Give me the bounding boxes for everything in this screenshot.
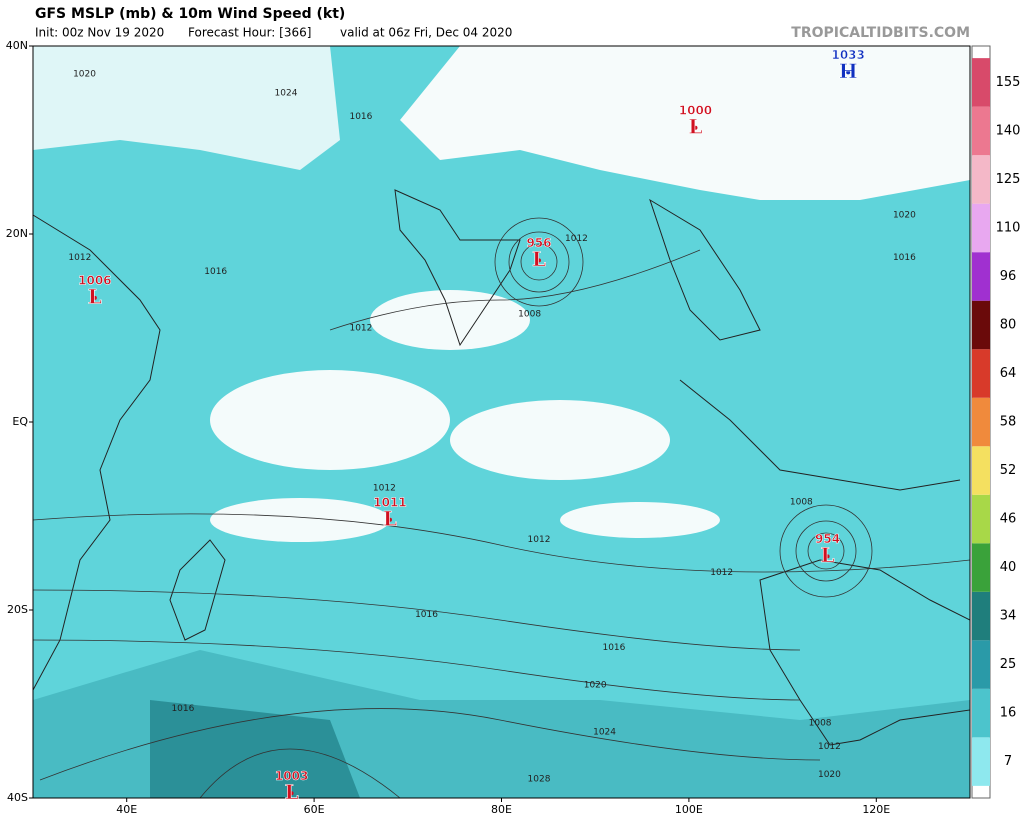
isobar-label: 1024 (593, 728, 616, 738)
title: GFS MSLP (mb) & 10m Wind Speed (kt) (35, 6, 345, 22)
colorbar-label: 16 (1000, 706, 1017, 721)
isobar-label: 1016 (349, 112, 372, 122)
colorbar-segment (972, 640, 990, 689)
pressure-center (693, 125, 698, 130)
isobar-label: 1016 (204, 267, 227, 277)
pressure-center (92, 295, 97, 300)
pressure-center (536, 258, 541, 263)
lon-label: 120E (862, 803, 890, 816)
colorbar-label: 155 (996, 75, 1021, 90)
isobar-label: 1008 (809, 718, 832, 728)
colorbar-label: 25 (1000, 657, 1017, 672)
colorbar-segment (972, 155, 990, 204)
source: TROPICALTIDBITS.COM (791, 25, 970, 41)
isobar-label: 1012 (565, 234, 588, 244)
lat-label: 20N (6, 227, 28, 240)
center-pressure: 1006 (78, 273, 111, 287)
colorbar-segment (972, 737, 990, 786)
center-pressure: 954 (815, 532, 840, 546)
isobar-label: 1020 (73, 70, 96, 80)
isobar-label: 1008 (518, 309, 541, 319)
colorbar-label: 7 (1004, 754, 1012, 769)
colorbar-segment (972, 106, 990, 156)
map-background (33, 46, 980, 798)
center-letter: L (821, 543, 835, 567)
colorbar-segment (972, 688, 990, 738)
colorbar-label: 46 (1000, 512, 1017, 527)
lat-label: 40S (7, 791, 28, 804)
center-pressure: 1011 (373, 495, 406, 509)
colorbar-label: 64 (1000, 366, 1017, 381)
lon-label: 60E (304, 803, 325, 816)
isobar-label: 1012 (68, 253, 91, 263)
forecast-hour: Forecast Hour: [366] (188, 26, 311, 40)
isobar-label: 1016 (602, 643, 625, 653)
colorbar-segment (972, 203, 990, 253)
isobar-label: 1020 (584, 681, 607, 691)
colorbar-segment (972, 446, 990, 495)
isobar-label: 1016 (415, 610, 438, 620)
lon-label: 80E (491, 803, 512, 816)
center-pressure: 1003 (275, 769, 308, 783)
isobar-label: 1016 (171, 704, 194, 714)
colorbar-segment (972, 397, 990, 447)
lat-label: 40N (6, 39, 28, 52)
colorbar-segment (972, 543, 990, 592)
colorbar-segment (972, 494, 990, 544)
colorbar-label: 52 (1000, 463, 1017, 478)
isobar-label: 1012 (818, 742, 841, 752)
colorbar-label: 125 (996, 172, 1021, 187)
center-pressure: 1033 (831, 48, 864, 62)
center-letter: L (285, 780, 299, 804)
center-pressure: 956 (526, 236, 551, 250)
lat-label: 20S (7, 603, 28, 616)
center-letter: L (532, 247, 546, 271)
center-letter: L (688, 114, 702, 138)
colorbar-segment (972, 300, 990, 350)
isobar-label: 1020 (893, 211, 916, 221)
colorbar-label: 110 (996, 220, 1021, 235)
colorbar-label: 58 (1000, 415, 1017, 430)
pressure-center (825, 554, 830, 559)
pressure-center (846, 70, 851, 75)
init: Init: 00z Nov 19 2020 (35, 26, 164, 40)
center-letter: L (88, 284, 102, 308)
isobars (32, 217, 971, 799)
lat-label: EQ (12, 415, 28, 428)
colorbar-segment (972, 252, 990, 301)
valid-time: valid at 06z Fri, Dec 04 2020 (340, 26, 512, 40)
colorbar-label: 40 (1000, 560, 1017, 575)
isobar-label: 1028 (528, 775, 551, 785)
isobar-label: 1020 (818, 770, 841, 780)
colorbar-segment (972, 591, 990, 641)
isobar-label: 1008 (790, 497, 813, 507)
colorbar-label: 96 (1000, 269, 1017, 284)
colorbar-segment (972, 349, 990, 398)
pressure-center (289, 791, 294, 796)
colorbar-label: 140 (996, 123, 1021, 138)
isobar-label: 1024 (275, 89, 298, 99)
colorbar-label: 34 (1000, 609, 1017, 624)
colorbar-segment (972, 58, 990, 107)
isobar-label: 1012 (710, 568, 733, 578)
center-letter: L (383, 506, 397, 530)
center-letter: H (839, 59, 858, 83)
lon-label: 100E (675, 803, 703, 816)
isobar-label: 1016 (893, 253, 916, 263)
pressure-center (387, 517, 392, 522)
lon-label: 40E (116, 803, 137, 816)
colorbar: 7 16 25 34 40 46 52 58 64 80 96 110 125 140 155 (971, 45, 1021, 799)
colorbar-label: 80 (1000, 317, 1017, 332)
isobar-label: 1012 (349, 324, 372, 334)
center-pressure: 1000 (679, 103, 712, 117)
isobar-label: 1012 (373, 483, 396, 493)
isobar-label: 1012 (528, 535, 551, 545)
